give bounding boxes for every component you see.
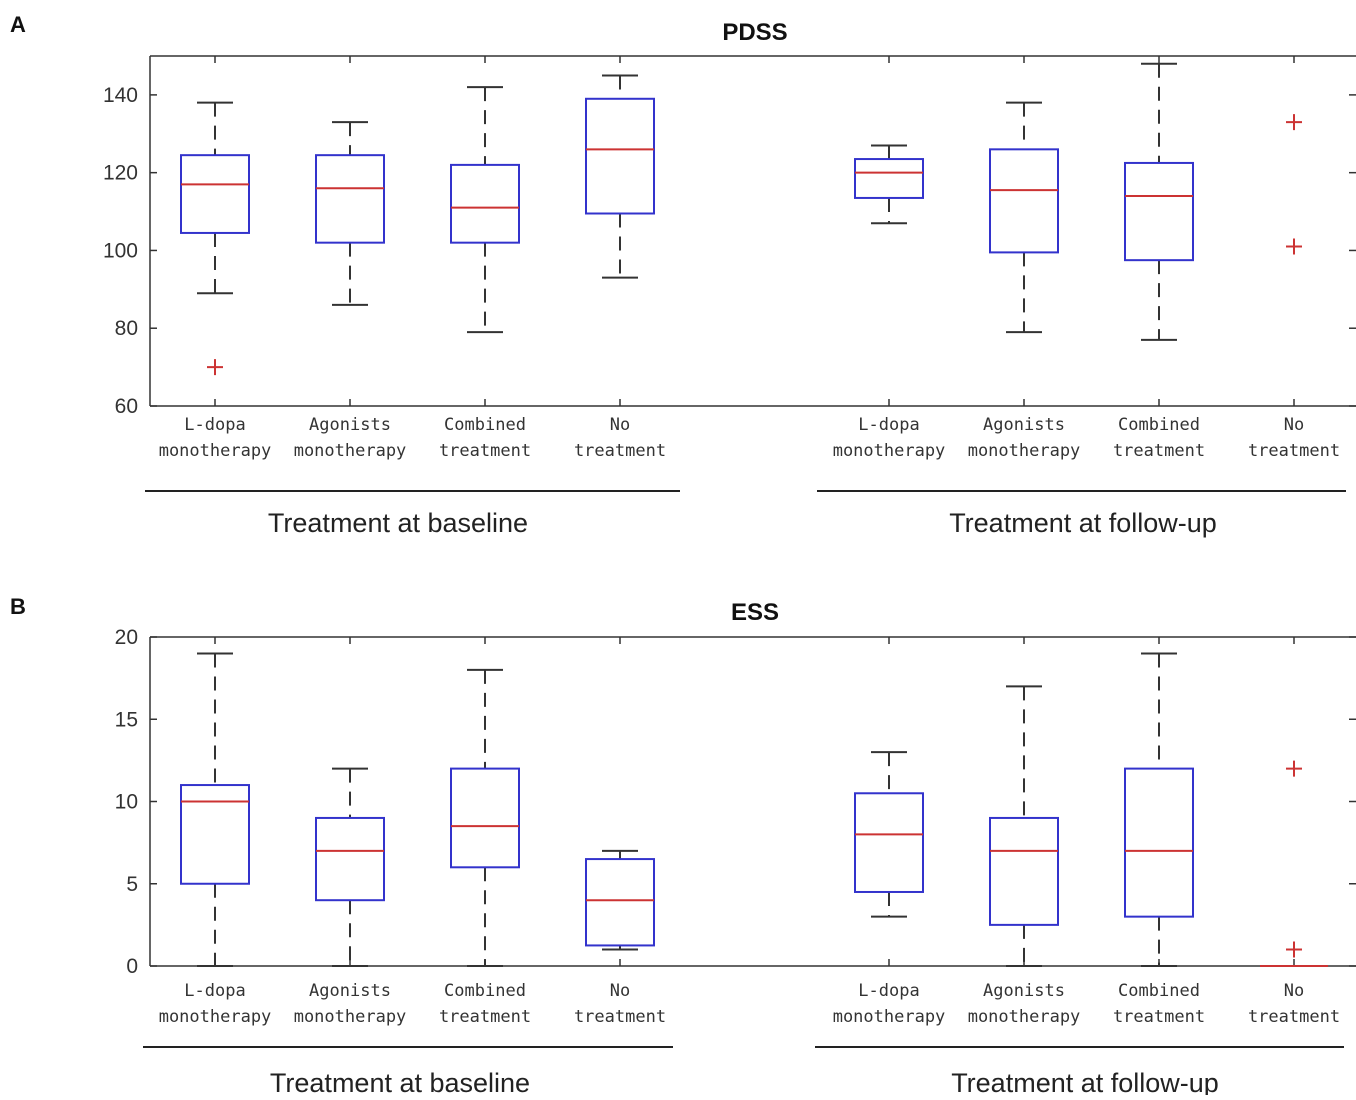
box-iqr (315, 154, 385, 244)
x-tick-label-line2: monotherapy (833, 1007, 946, 1027)
x-tick-label-line2: treatment (439, 441, 531, 461)
box-plot-item (854, 144, 924, 225)
box-iqr (1124, 767, 1194, 918)
y-tick-label: 60 (115, 395, 138, 418)
y-tick-label: 10 (115, 791, 138, 814)
x-tick-label-line2: monotherapy (968, 441, 1081, 461)
x-tick-label-line2: monotherapy (294, 441, 407, 461)
y-tick-label: 80 (115, 317, 138, 340)
box-iqr (1124, 161, 1194, 262)
outlier-marker (207, 359, 223, 376)
box-plot-item (450, 86, 520, 334)
outlier-marker (1286, 760, 1302, 777)
x-tick-label-line2: treatment (1248, 441, 1340, 461)
x-tick-label-line1: L-dopa (858, 415, 919, 435)
box-plot-item (1260, 760, 1328, 967)
box-plot-item (1124, 62, 1194, 341)
box-plot-item (989, 101, 1059, 334)
x-tick-label-line1: L-dopa (184, 981, 245, 1001)
x-tick-label-line2: monotherapy (833, 441, 946, 461)
y-tick-label: 20 (115, 626, 138, 649)
box-iqr (450, 163, 520, 244)
x-tick-label-line1: Combined (1118, 415, 1200, 435)
box-plot-item (180, 101, 250, 376)
x-tick-label-line1: Agonists (983, 981, 1065, 1001)
box-iqr (315, 816, 385, 902)
x-tick-label-line1: Agonists (309, 981, 391, 1001)
box-plot-item (989, 685, 1059, 967)
box-plot-item (1286, 114, 1302, 255)
y-tick-label: 5 (126, 873, 138, 896)
x-tick-label-line1: No (1284, 415, 1304, 435)
x-tick-label-line2: monotherapy (968, 1007, 1081, 1027)
group-label: Treatment at baseline (270, 1068, 530, 1095)
outlier-marker (1286, 238, 1302, 255)
panel-a: A PDSS 60 80 100 120 140 Treatment at baseline L… (10, 12, 1356, 538)
box-plot-item (585, 74, 655, 279)
box-plot-item (585, 849, 655, 951)
y-tick-label: 0 (126, 955, 138, 978)
box-iqr (585, 858, 655, 947)
panel-letter: A (10, 12, 26, 37)
group-label: Treatment at baseline (268, 508, 528, 538)
x-tick-label-line1: Combined (1118, 981, 1200, 1001)
chart-title: PDSS (722, 19, 787, 46)
y-tick-label: 100 (103, 239, 138, 262)
x-tick-label-line2: treatment (1113, 441, 1205, 461)
x-tick-label-line1: No (1284, 981, 1304, 1001)
x-tick-label-line2: treatment (574, 441, 666, 461)
x-tick-label-line1: Agonists (983, 415, 1065, 435)
x-tick-label-line1: L-dopa (858, 981, 919, 1001)
outlier-marker (1286, 941, 1302, 958)
box-iqr (180, 784, 250, 885)
outlier-marker (1286, 114, 1302, 131)
x-tick-label-line1: No (610, 415, 630, 435)
box-plot-item (854, 751, 924, 918)
x-tick-label-line2: treatment (574, 1007, 666, 1027)
y-tick-label: 15 (115, 708, 138, 731)
box-iqr (854, 158, 924, 199)
x-tick-label-line1: L-dopa (184, 415, 245, 435)
box-plot-item (315, 121, 385, 306)
x-tick-label-line2: treatment (1113, 1007, 1205, 1027)
box-plot-item (315, 767, 385, 967)
box-iqr (180, 154, 250, 234)
panel-b: B ESS 0 5 10 15 20 Treatment at baseline L-dopa m… (10, 594, 1356, 1098)
x-tick-label-line2: treatment (1248, 1007, 1340, 1027)
x-tick-label-line1: Combined (444, 415, 526, 435)
group-label: Treatment at follow-up (949, 508, 1217, 538)
box-iqr (854, 792, 924, 893)
box-iqr (989, 816, 1059, 926)
x-tick-label-line1: No (610, 981, 630, 1001)
panel-letter: B (10, 594, 26, 619)
box-iqr (989, 148, 1059, 254)
box-iqr (585, 97, 655, 215)
group-label: Treatment at follow-up (951, 1068, 1219, 1095)
x-tick-label-line2: monotherapy (294, 1007, 407, 1027)
chart-title: ESS (731, 599, 779, 626)
y-tick-label: 140 (103, 84, 138, 107)
x-tick-label-line2: monotherapy (159, 1007, 272, 1027)
box-plot-item (180, 652, 250, 967)
box-iqr (450, 767, 520, 869)
x-tick-label-line2: monotherapy (159, 441, 272, 461)
box-plot-item (450, 668, 520, 967)
box-plot-item (1124, 652, 1194, 967)
x-tick-label-line1: Combined (444, 981, 526, 1001)
y-tick-label: 120 (103, 162, 138, 185)
x-tick-label-line2: treatment (439, 1007, 531, 1027)
x-tick-label-line1: Agonists (309, 415, 391, 435)
